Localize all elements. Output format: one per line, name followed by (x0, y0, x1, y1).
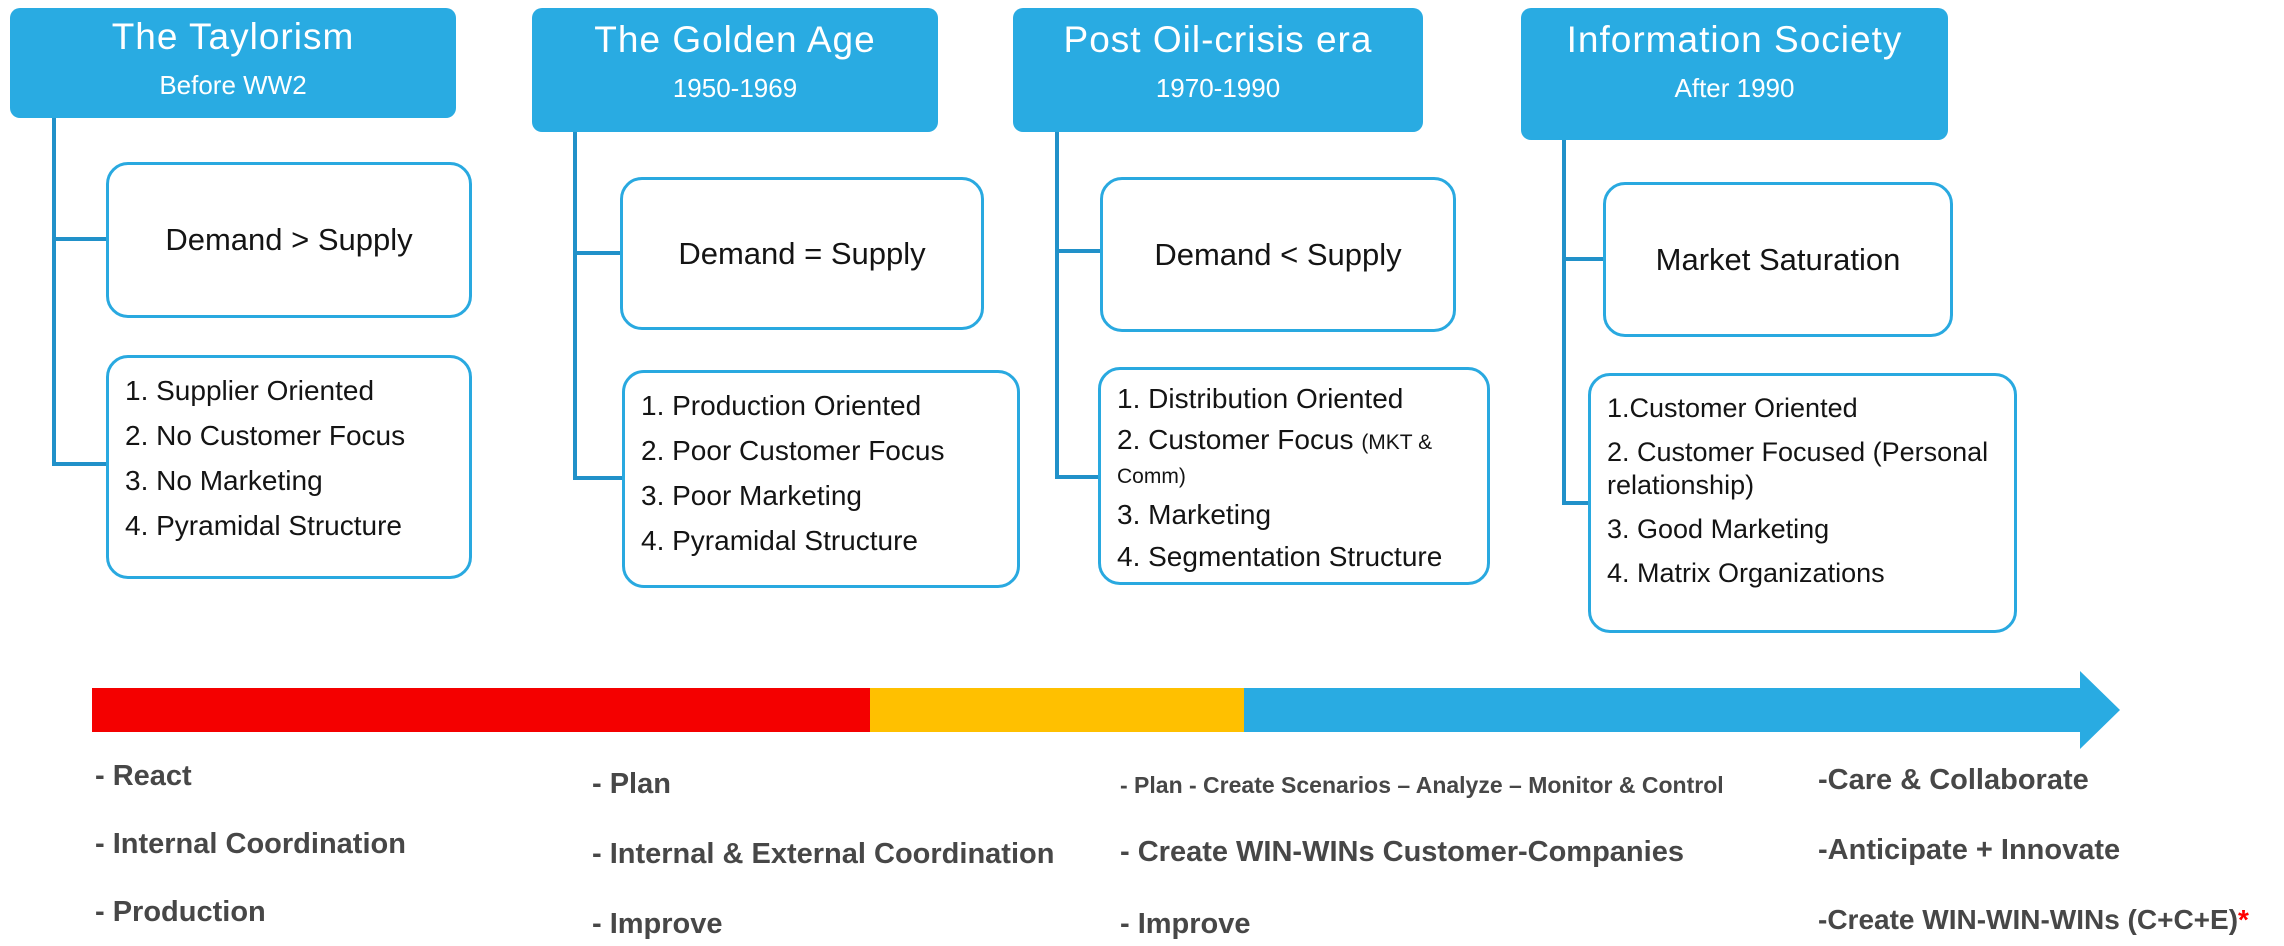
era-header-taylorism: The Taylorism Before WW2 (10, 8, 456, 118)
demand-supply-text: Demand = Supply (678, 235, 926, 271)
era-subtitle: Before WW2 (159, 69, 307, 100)
timeline-arrowhead (2080, 671, 2120, 749)
era-subtitle: After 1990 (1674, 72, 1795, 103)
characteristics-box-information-society: 1.Customer Oriented 2. Customer Focused … (1588, 373, 2017, 633)
connector-branch (1562, 501, 1590, 505)
behavior-label: - Create WIN-WINs Customer-Companies (1120, 836, 1684, 868)
list-item: 1. Production Oriented (641, 390, 922, 421)
behavior-label: - Improve (1120, 908, 1251, 940)
behavior-label: - React (95, 760, 192, 792)
list-item: 3. Poor Marketing (641, 480, 862, 512)
era-title: The Golden Age (594, 19, 876, 60)
list-item: 1. Supplier Oriented (125, 375, 375, 406)
era-header-golden-age: The Golden Age 1950-1969 (532, 8, 938, 132)
list-item: 2. Customer Focus (MKT & Comm) (1117, 424, 1433, 489)
connector-branch (52, 237, 108, 241)
connector-branch (1055, 475, 1100, 479)
behavior-label: -Create WIN-WIN-WINs (C+C+E)* (1818, 904, 2249, 935)
list-item-small-note: (MKT & Comm) (1117, 431, 1433, 489)
list-item: 3. Good Marketing (1607, 513, 1830, 544)
list-item: 2. Customer Focused (Personal relationsh… (1607, 436, 1989, 500)
demand-supply-text: Market Saturation (1655, 241, 1901, 277)
red-asterisk: * (2238, 904, 2249, 935)
demand-supply-box-taylorism: Demand > Supply (106, 162, 472, 318)
connector-branch (1055, 249, 1102, 253)
era-title: Post Oil-crisis era (1063, 19, 1373, 60)
market-saturation-box: Market Saturation (1603, 182, 1953, 337)
behavior-label: - Production (95, 896, 266, 928)
connector-branch (573, 476, 624, 480)
demand-supply-text: Demand > Supply (165, 222, 413, 257)
timeline-segment-blue (1244, 688, 2080, 732)
era-subtitle: 1970-1990 (1155, 72, 1281, 103)
behavior-label: - Internal Coordination (95, 828, 406, 860)
behavior-label: - Plan (592, 768, 671, 800)
behavior-label: - Internal & External Coordination (592, 838, 1055, 870)
behavior-label: -Anticipate + Innovate (1818, 834, 2121, 866)
behavior-label: - Improve (592, 908, 723, 940)
list-item: 3. No Marketing (125, 465, 323, 497)
list-item: 3. Marketing (1117, 499, 1272, 531)
era-header-information-society: Information Society After 1990 (1521, 8, 1948, 140)
list-item: 4. Pyramidal Structure (125, 510, 402, 542)
characteristics-box-golden-age: 1. Production Oriented 2. Poor Customer … (622, 370, 1020, 588)
connector-vertical-line (1562, 140, 1566, 505)
list-item: 4. Matrix Organizations (1607, 557, 1885, 588)
era-title: Information Society (1566, 19, 1903, 60)
connector-branch (52, 462, 108, 466)
demand-supply-text: Demand < Supply (1154, 236, 1402, 272)
behavior-label: -Care & Collaborate (1818, 764, 2089, 796)
connector-vertical-line (1055, 132, 1059, 479)
timeline-segment-yellow (870, 688, 1244, 732)
timeline-segment-red (92, 688, 870, 732)
characteristics-box-post-oil-crisis: 1. Distribution Oriented 2. Customer Foc… (1098, 367, 1490, 585)
behavior-label: - Plan - Create Scenarios – Analyze – Mo… (1120, 772, 1724, 798)
demand-supply-box-golden-age: Demand = Supply (620, 177, 984, 330)
list-item: 1.Customer Oriented (1607, 393, 1858, 423)
demand-supply-box-post-oil-crisis: Demand < Supply (1100, 177, 1456, 332)
list-item: 2. No Customer Focus (125, 420, 406, 452)
era-header-post-oil-crisis: Post Oil-crisis era 1970-1990 (1013, 8, 1423, 132)
era-subtitle: 1950-1969 (672, 72, 798, 103)
connector-branch (1562, 257, 1605, 261)
era-title: The Taylorism (111, 16, 355, 57)
list-item: 4. Pyramidal Structure (641, 525, 918, 557)
connector-vertical-line (573, 132, 577, 480)
connector-branch (573, 251, 622, 255)
list-item: 1. Distribution Oriented (1117, 383, 1404, 414)
list-item: 4. Segmentation Structure (1117, 540, 1443, 572)
connector-vertical-line (52, 118, 56, 466)
list-item: 2. Poor Customer Focus (641, 435, 945, 467)
characteristics-box-taylorism: 1. Supplier Oriented 2. No Customer Focu… (106, 355, 472, 579)
